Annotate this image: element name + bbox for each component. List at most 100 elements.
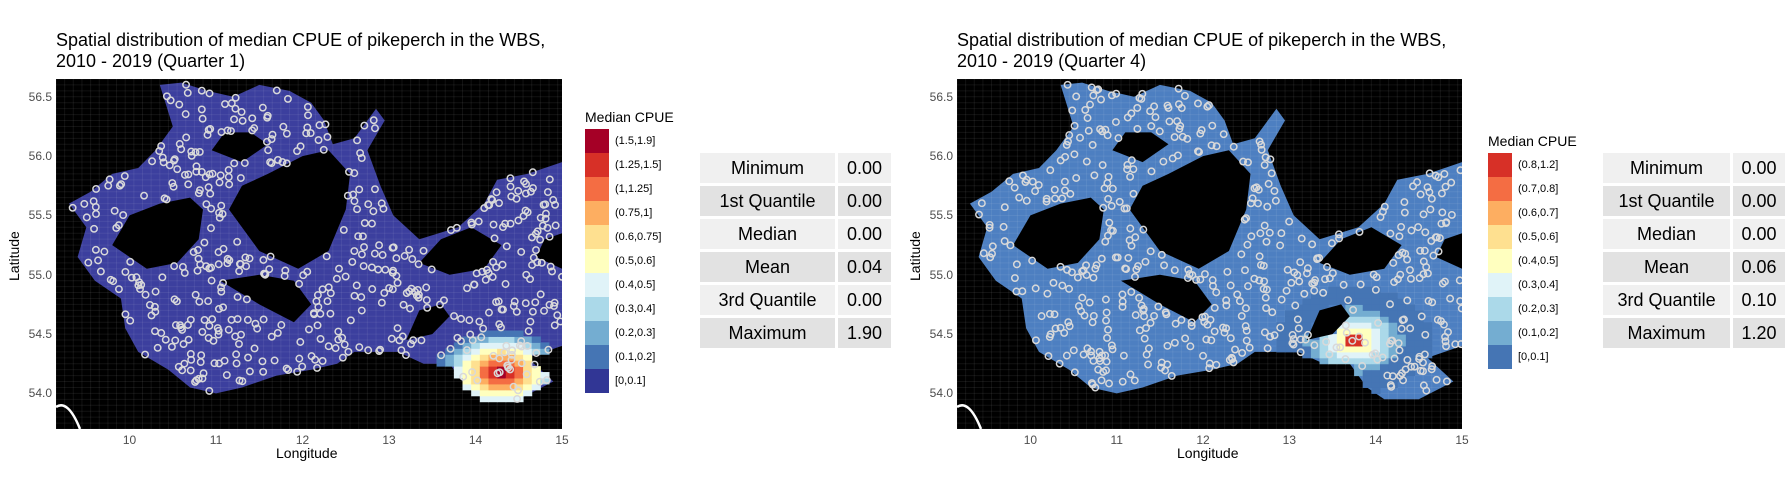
station-point [1270, 187, 1279, 195]
station-point [510, 297, 519, 306]
station-point [1131, 273, 1139, 281]
station-point [210, 359, 219, 368]
station-point [1028, 256, 1037, 265]
station-point [1428, 362, 1437, 371]
station-point [501, 280, 510, 288]
heat-cell [462, 354, 472, 361]
station-point [544, 345, 553, 354]
station-point [136, 285, 144, 293]
station-point [550, 321, 559, 330]
station-point [1276, 241, 1285, 250]
station-point [100, 247, 109, 256]
station-point [215, 178, 224, 187]
land-mass [1013, 197, 1104, 269]
station-point [422, 283, 431, 292]
legend-label: [0,0.1] [1518, 351, 1549, 363]
station-point [258, 103, 267, 112]
station-point [463, 346, 471, 355]
station-point [1263, 202, 1272, 211]
station-point [1181, 334, 1190, 343]
station-point [1457, 340, 1462, 349]
heat-cell [1379, 304, 1390, 311]
station-point [104, 181, 113, 190]
station-point [1291, 301, 1300, 310]
station-point [501, 219, 510, 228]
heat-cell [1397, 363, 1407, 371]
heat-cell [1405, 316, 1416, 323]
station-point [1126, 224, 1135, 233]
station-point [236, 174, 245, 182]
heat-cell [1345, 345, 1355, 353]
station-point [528, 184, 537, 192]
heat-cell [514, 377, 524, 385]
station-point [548, 267, 556, 276]
heat-cell [514, 372, 524, 379]
heat-cell [497, 389, 507, 397]
heat-cell [1345, 316, 1355, 323]
heat-cell [505, 330, 515, 337]
heat-cell [1319, 304, 1329, 311]
heat-cell [1354, 340, 1364, 347]
map-plot-area [957, 79, 1462, 429]
station-point [215, 208, 224, 217]
station-point [182, 133, 191, 142]
x-tick-label: 15 [555, 433, 569, 447]
station-point [514, 216, 523, 225]
station-point [1073, 273, 1082, 282]
station-point [1000, 237, 1009, 246]
station-point [498, 260, 507, 269]
station-point [1409, 182, 1417, 191]
heat-cell [1293, 316, 1303, 323]
station-point [437, 351, 446, 360]
station-point [245, 367, 254, 376]
station-point [470, 280, 479, 289]
x-tick-label: 11 [209, 433, 223, 447]
heat-cell [479, 366, 489, 373]
heat-cell [1310, 340, 1321, 347]
station-point [1386, 229, 1395, 238]
station-point [1276, 323, 1285, 332]
station-point [326, 309, 335, 318]
station-point [1107, 201, 1116, 210]
x-tick-label: 10 [1023, 433, 1038, 447]
station-point [1168, 154, 1177, 163]
station-point [523, 208, 532, 217]
station-point [1037, 312, 1046, 321]
heat-cell [453, 360, 464, 367]
station-point [436, 300, 444, 309]
station-point [1104, 195, 1113, 203]
station-point [1266, 332, 1275, 341]
station-point [1005, 177, 1014, 186]
station-point [1088, 141, 1097, 149]
station-point [170, 156, 178, 165]
coastline [957, 404, 983, 429]
station-point [235, 267, 244, 276]
station-point [1045, 310, 1054, 318]
heat-cell [1302, 345, 1312, 353]
station-point [1289, 335, 1298, 343]
station-point [1328, 269, 1337, 278]
station-point [522, 270, 531, 279]
station-point [1407, 362, 1416, 371]
legend-label: (0.2,0.3] [1518, 303, 1559, 315]
station-point [492, 298, 501, 306]
station-point [225, 256, 234, 265]
heat-cell [1362, 363, 1372, 371]
station-point [1101, 237, 1110, 246]
station-point [1243, 240, 1252, 249]
station-point [1401, 249, 1410, 258]
station-point [175, 140, 184, 148]
heat-cell [1371, 328, 1381, 335]
station-point [1457, 304, 1462, 313]
station-point [1087, 347, 1095, 356]
heat-cell [514, 330, 524, 337]
station-point [1349, 305, 1358, 314]
station-point [84, 258, 93, 267]
station-point [531, 298, 540, 307]
station-point [422, 296, 431, 304]
y-tick-label: 55.0 [28, 267, 52, 282]
stats-row: Maximum 1.90 [700, 318, 891, 348]
station-point [225, 180, 234, 189]
station-point [346, 316, 355, 325]
heat-cell [514, 348, 524, 355]
